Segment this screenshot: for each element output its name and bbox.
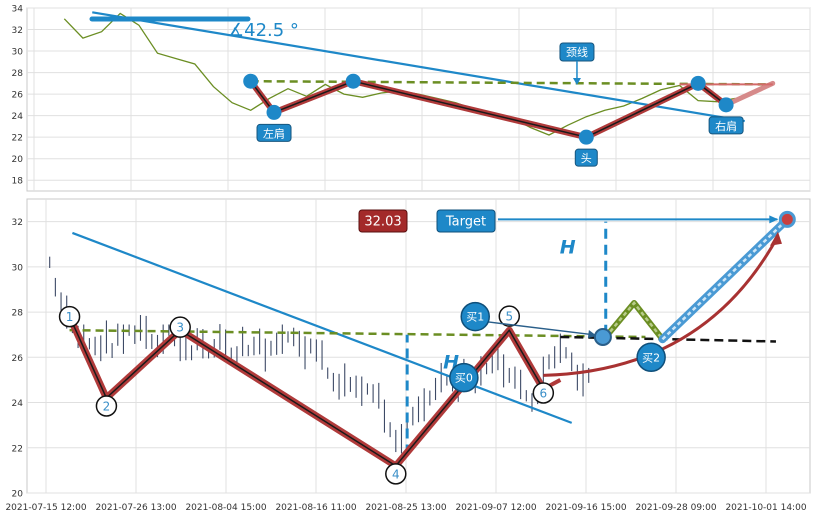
top-trendline — [92, 11, 745, 123]
bottom-projection-rise-core — [661, 218, 789, 341]
bottom-x-tick-label: 2021-09-07 12:00 — [455, 503, 536, 513]
bottom-pattern-marker-label: 6 — [540, 386, 548, 400]
top-y-tick-label: 34 — [12, 5, 24, 15]
bottom-buy-marker — [449, 362, 479, 393]
bottom-buy1-arrow — [485, 320, 595, 336]
bottom-y-tick-label: 26 — [12, 354, 24, 364]
top-y-tick-label: 32 — [12, 26, 23, 36]
bottom-target-label: Target — [445, 215, 486, 230]
bottom-x-tick-label: 2021-07-26 13:00 — [95, 503, 176, 513]
bottom-trendline — [72, 231, 573, 424]
bottom-pattern-marker — [385, 463, 407, 485]
bottom-projection-zigzag-core — [604, 301, 664, 340]
bottom-pattern-marker-label: 3 — [176, 321, 184, 335]
bottom-y-tick-label: 30 — [12, 263, 24, 273]
top-pattern-marker — [345, 73, 361, 89]
bottom-x-tick-label: 2021-07-15 12:00 — [5, 503, 86, 513]
top-y-tick-label: 28 — [12, 69, 24, 79]
bottom-pattern-marker-label: 4 — [392, 467, 400, 481]
top-y-tick-label: 20 — [12, 155, 24, 165]
top-pattern-label-box — [256, 123, 292, 142]
bottom-y-tick-label: 32 — [12, 218, 23, 228]
bottom-y-tick-label: 20 — [12, 490, 24, 500]
bottom-y-tick-label: 24 — [12, 399, 24, 409]
bottom-pattern-marker — [58, 305, 81, 328]
top-neckline-label: 颈线 — [566, 45, 588, 59]
bottom-target-arrowhead — [769, 215, 779, 224]
bottom-value-box — [358, 209, 408, 233]
bottom-plot-area — [26, 198, 811, 494]
bottom-pattern-marker — [169, 316, 191, 338]
bottom-buy-label: 买0 — [455, 372, 473, 385]
top-pattern-marker — [718, 97, 734, 113]
bottom-pattern-marker — [498, 305, 521, 327]
top-neckline-arrowhead — [572, 78, 581, 85]
top-pattern-label: 头 — [581, 152, 592, 165]
bottom-pattern-marker-label: 5 — [505, 310, 513, 324]
top-pattern-label: 右肩 — [715, 119, 737, 133]
top-pattern-marker — [578, 129, 594, 145]
bottom-x-tick-label: 2021-08-25 13:00 — [365, 503, 446, 513]
top-y-tick-label: 18 — [12, 177, 24, 187]
top-pattern-marker — [243, 73, 259, 89]
top-pattern-label: 左肩 — [263, 126, 285, 140]
bottom-buy-marker — [460, 301, 490, 332]
bottom-pattern-marker-label: 1 — [66, 310, 74, 324]
bottom-buy-label: 买1 — [466, 311, 484, 324]
bottom-curve-arrowhead — [769, 231, 782, 246]
top-angle-label: ∡42.5 ° — [228, 20, 299, 41]
bottom-x-tick-label: 2021-10-01 14:00 — [725, 503, 806, 513]
bottom-pattern-marker-label: 2 — [103, 400, 111, 414]
top-y-tick-label: 26 — [12, 91, 24, 101]
bottom-x-tick-label: 2021-09-28 09:00 — [635, 503, 716, 513]
top-pattern-marker — [266, 104, 282, 120]
bottom-buy-marker — [636, 342, 666, 373]
top-pattern-label-box — [574, 148, 598, 167]
top-y-tick-label: 30 — [12, 48, 24, 58]
bottom-x-tick-label: 2021-08-16 11:00 — [275, 503, 356, 513]
bottom-y-tick-label: 28 — [12, 309, 24, 319]
bottom-height-label: H — [560, 236, 576, 258]
bottom-pattern-marker — [95, 395, 118, 417]
top-projection-line — [723, 80, 776, 108]
bottom-breakout-marker — [593, 327, 612, 346]
top-pattern-marker — [690, 75, 706, 91]
bottom-target-label-box — [436, 209, 496, 233]
bottom-pattern-marker — [532, 382, 555, 404]
top-y-tick-label: 24 — [12, 112, 24, 122]
top-y-tick-label: 22 — [12, 134, 23, 144]
bottom-x-tick-label: 2021-09-16 15:00 — [545, 503, 626, 513]
top-pattern-label-box — [708, 116, 744, 135]
bottom-pattern-core — [68, 316, 544, 467]
bottom-value-label: 32.03 — [364, 215, 401, 230]
bottom-y-tick-label: 22 — [12, 444, 23, 454]
bottom-x-tick-label: 2021-08-04 15:00 — [185, 503, 266, 513]
bottom-buy-label: 买2 — [642, 351, 660, 364]
bottom-curve-arrow — [543, 238, 778, 377]
bottom-neckline — [69, 328, 646, 339]
bottom-target-marker — [778, 210, 796, 228]
